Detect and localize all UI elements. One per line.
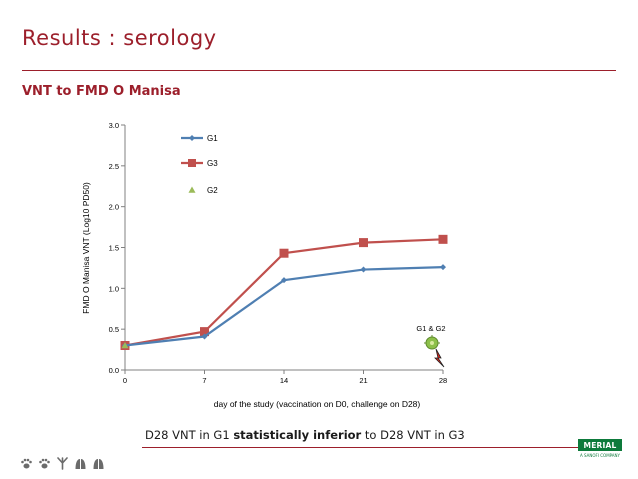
- x-tick-label: 0: [123, 376, 127, 385]
- slide-subtitle: VNT to FMD O Manisa: [22, 84, 181, 99]
- y-tick-label: 0.0: [109, 366, 119, 375]
- legend-item-g3: G3: [181, 159, 218, 168]
- axis-titles: FMD O Manisa VNT (Log10 PD50) day of the…: [81, 182, 420, 409]
- x-tick-label: 21: [359, 376, 367, 385]
- caption-text-start: D28 VNT in G1: [145, 428, 234, 442]
- title-divider: [22, 70, 616, 71]
- x-tick-label: 28: [439, 376, 447, 385]
- caption-text-end: to D28 VNT in G3: [361, 428, 465, 442]
- y-tick-label: 1.0: [109, 284, 119, 293]
- data-point-g3: [359, 238, 368, 248]
- legend-item-g1: G1: [181, 134, 218, 143]
- legend-label: G3: [207, 159, 218, 168]
- series-g2: [121, 342, 129, 349]
- virus-icon: [424, 335, 440, 350]
- annotation-g1-g2: G1 & G2: [416, 324, 446, 368]
- data-point-g3: [279, 248, 289, 258]
- slide-title: Results : serology: [22, 26, 217, 50]
- data-point-g3: [438, 234, 448, 244]
- brand-tagline: A SANOFI COMPANY: [580, 453, 620, 458]
- legend-item-g2: G2: [188, 186, 218, 195]
- conclusion-caption: D28 VNT in G1 statistically inferior to …: [145, 428, 465, 442]
- bird-foot-icon: [57, 457, 68, 470]
- caption-emphasis: statistically inferior: [233, 428, 362, 442]
- hoof-icon: [75, 459, 86, 469]
- legend: G1 G3 G2: [181, 134, 218, 195]
- legend-marker: [188, 159, 196, 167]
- series-g3: [120, 234, 448, 350]
- y-tick-label: 0.5: [109, 325, 119, 334]
- paw-icon: [39, 458, 50, 469]
- data-point-g1: [281, 277, 287, 284]
- annotation-label: G1 & G2: [416, 324, 445, 333]
- y-tick-label: 3.0: [109, 121, 119, 130]
- hoof-icon: [93, 459, 104, 469]
- y-axis-title: FMD O Manisa VNT (Log10 PD50): [81, 182, 91, 314]
- x-tick-label: 14: [280, 376, 288, 385]
- y-tick-label: 1.5: [109, 244, 119, 253]
- lightning-icon: [434, 348, 445, 368]
- data-point-g1: [440, 264, 446, 271]
- data-point-g2: [121, 342, 129, 349]
- x-tick-label: 7: [202, 376, 206, 385]
- x-axis-title: day of the study (vaccination on D0, cha…: [214, 399, 421, 409]
- legend-marker: [188, 186, 196, 193]
- paw-icon: [21, 458, 32, 469]
- legend-marker: [189, 135, 195, 141]
- y-tick-label: 2.5: [109, 162, 119, 171]
- legend-label: G2: [207, 186, 218, 195]
- data-point-g1: [201, 333, 208, 340]
- brand-name: MERIAL: [578, 439, 622, 451]
- brand-logo: MERIAL A SANOFI COMPANY: [578, 439, 622, 475]
- legend-label: G1: [207, 134, 218, 143]
- data-point-g3: [200, 327, 209, 337]
- y-tick-label: 2.0: [109, 203, 119, 212]
- footer-divider: [142, 447, 618, 448]
- series-g1: [122, 264, 446, 349]
- data-point-g1: [360, 266, 367, 273]
- footer-animal-icons: [20, 457, 105, 470]
